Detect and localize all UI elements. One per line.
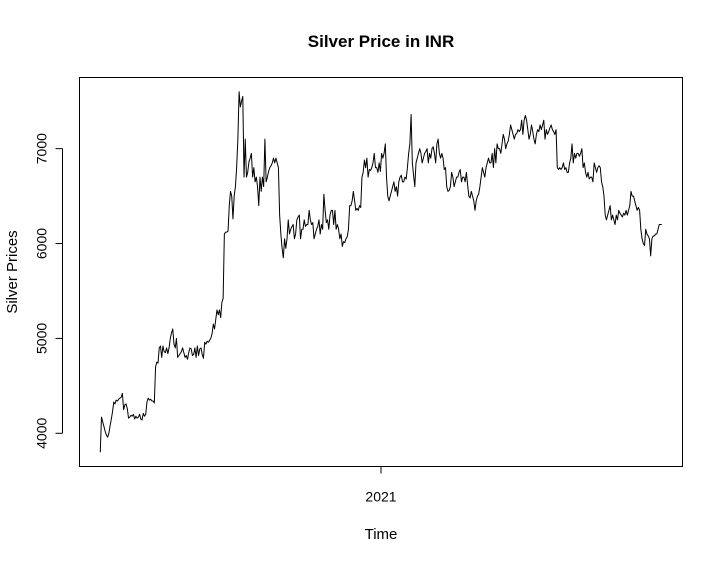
chart-title: Silver Price in INR (308, 32, 454, 51)
y-axis: 4000 5000 6000 7000 (34, 133, 63, 449)
series-line (99, 91, 662, 453)
y-axis-label: Silver Prices (4, 230, 21, 313)
x-axis: 2021 (365, 466, 397, 505)
plot-area (79, 77, 683, 467)
y-tick-label: 6000 (34, 228, 50, 259)
y-tick-label: 7000 (34, 133, 50, 164)
y-tick-label: 4000 (34, 418, 50, 449)
y-tick-label: 5000 (34, 323, 50, 354)
x-axis-label: Time (365, 526, 398, 543)
x-tick-label: 2021 (365, 489, 396, 505)
